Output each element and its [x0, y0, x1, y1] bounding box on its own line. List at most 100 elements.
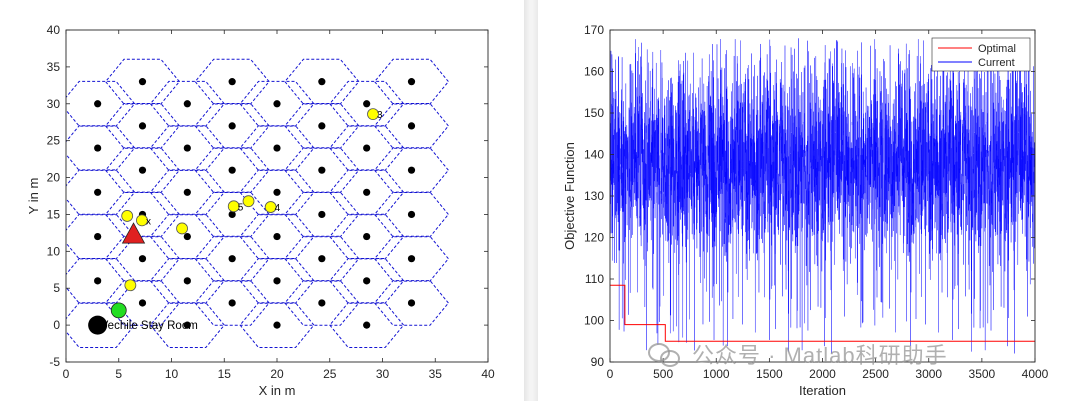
hex-cell-31 — [284, 103, 360, 149]
cell-center-22 — [228, 255, 236, 263]
cell-center-10 — [138, 255, 147, 263]
cell-center-31 — [318, 122, 326, 130]
cell-center-12 — [183, 100, 191, 108]
cell-center-7 — [138, 122, 147, 130]
x-tick-label-2-6: 3000 — [915, 367, 942, 381]
x-axis-label-2: Iteration — [799, 383, 846, 398]
user-point-7 — [124, 279, 137, 292]
stay-room-point — [88, 315, 108, 335]
x-tick-label-2-2: 1000 — [703, 367, 730, 381]
y-tick-label-1-9: 40 — [47, 23, 61, 37]
hex-cell-32 — [284, 147, 360, 193]
y-tick-label-2-3: 120 — [584, 231, 604, 245]
plot-area-1 — [66, 30, 488, 362]
cell-center-3 — [94, 232, 102, 241]
user-point-5 — [264, 201, 277, 213]
user-point-2 — [176, 222, 188, 235]
hex-cell-20 — [194, 147, 270, 193]
wechat-icon — [648, 341, 682, 367]
hex-cell-24 — [239, 80, 315, 127]
y-tick-label-2-6: 150 — [584, 106, 604, 120]
user-label-6: 3 — [377, 110, 383, 121]
y-tick-label-1-4: 15 — [47, 207, 61, 221]
cell-center-2 — [94, 188, 102, 196]
cell-center-40 — [363, 277, 371, 285]
user-point-3 — [227, 200, 240, 213]
hex-cell-39 — [329, 213, 405, 260]
y-tick-label-1-7: 30 — [47, 97, 61, 111]
objective-function-chart: 0 500 1000 1500 2000 2500 3000 3500 4000 90 100 110… — [562, 23, 1049, 398]
cell-center-1 — [94, 144, 102, 152]
x-tick-label-2-4: 2000 — [809, 367, 836, 381]
cell-center-15 — [183, 232, 191, 241]
x-tick-label-1-0: 0 — [63, 367, 70, 381]
hex-cell-14 — [149, 169, 225, 216]
cell-center-43 — [407, 122, 416, 130]
x-tick-label-2-3: 1500 — [756, 367, 783, 381]
cell-center-47 — [407, 299, 416, 307]
hex-cell-37 — [329, 125, 405, 171]
user-point-0 — [121, 210, 134, 222]
legend-label-1: Current — [978, 57, 1015, 69]
cell-center-8 — [138, 166, 147, 174]
hex-cell-9 — [104, 191, 181, 238]
legend-label-0: Optimal — [978, 43, 1016, 55]
user-point-6 — [367, 108, 379, 121]
hex-cell-3 — [66, 213, 136, 260]
cell-center-28 — [273, 277, 281, 285]
hex-cell-21 — [194, 191, 270, 238]
hex-cell-47 — [373, 280, 450, 326]
hex-cell-25 — [239, 125, 315, 171]
y-tick-label-1-3: 10 — [47, 244, 61, 258]
figure-divider — [524, 0, 538, 401]
hex-cell-28 — [239, 258, 315, 304]
hex-cell-33 — [284, 191, 360, 238]
hex-cell-36 — [329, 80, 405, 127]
cell-center-38 — [363, 188, 371, 196]
hex-cell-40 — [329, 258, 405, 304]
x-tick-label-1-5: 25 — [323, 367, 337, 381]
hex-cell-8 — [104, 147, 181, 193]
watermark-text: 公众号 · Matlab科研助手 — [692, 343, 948, 368]
x-tick-label-2-0: 0 — [607, 367, 614, 381]
y-tick-label-2-8: 170 — [584, 23, 604, 37]
y-tick-label-2-0: 90 — [591, 355, 605, 369]
y-axis-label-1: Y in m — [26, 178, 41, 215]
y-tick-label-1-1: 0 — [53, 318, 60, 332]
cell-center-27 — [273, 232, 281, 241]
user-point-4 — [242, 195, 255, 208]
y-tick-label-1-5: 20 — [47, 171, 61, 185]
cell-center-21 — [228, 210, 236, 219]
y-tick-label-2-5: 140 — [584, 148, 604, 162]
hex-cell-7 — [104, 103, 181, 149]
cell-center-44 — [407, 166, 416, 174]
left-chart-panel: x 5 4 3 Vechile Stay Room 0 5 10 15 20 25 30 35 40 -5 0… — [0, 0, 524, 401]
hex-cell-22 — [194, 235, 270, 282]
hex-cell-27 — [239, 213, 315, 260]
cell-center-33 — [318, 210, 326, 219]
hex-cell-0 — [66, 80, 136, 127]
user-label-5: 4 — [275, 203, 281, 214]
hex-cell-43 — [373, 103, 450, 149]
hex-cell-41 — [329, 302, 405, 348]
y-tick-label-1-6: 25 — [47, 134, 61, 148]
stay-room-label: Vechile Stay Room — [101, 320, 198, 332]
hex-cell-26 — [239, 169, 315, 216]
hex-cell-11 — [104, 280, 181, 326]
y-tick-label-2-1: 100 — [584, 314, 604, 328]
user-label-1: x — [146, 216, 151, 227]
cell-center-36 — [363, 100, 371, 108]
y-tick-label-1-2: 5 — [53, 281, 60, 295]
cell-center-23 — [228, 299, 236, 307]
hex-cell-38 — [329, 169, 405, 216]
cell-center-4 — [94, 277, 102, 285]
x-tick-label-1-2: 10 — [165, 367, 179, 381]
cell-center-6 — [138, 78, 147, 86]
cell-center-41 — [363, 321, 371, 329]
cell-center-30 — [318, 78, 326, 86]
x-tick-label-1-7: 35 — [429, 367, 443, 381]
hex-cell-12 — [149, 80, 225, 127]
cell-center-20 — [228, 166, 236, 174]
cell-center-26 — [273, 188, 281, 196]
hex-cell-34 — [284, 235, 360, 282]
